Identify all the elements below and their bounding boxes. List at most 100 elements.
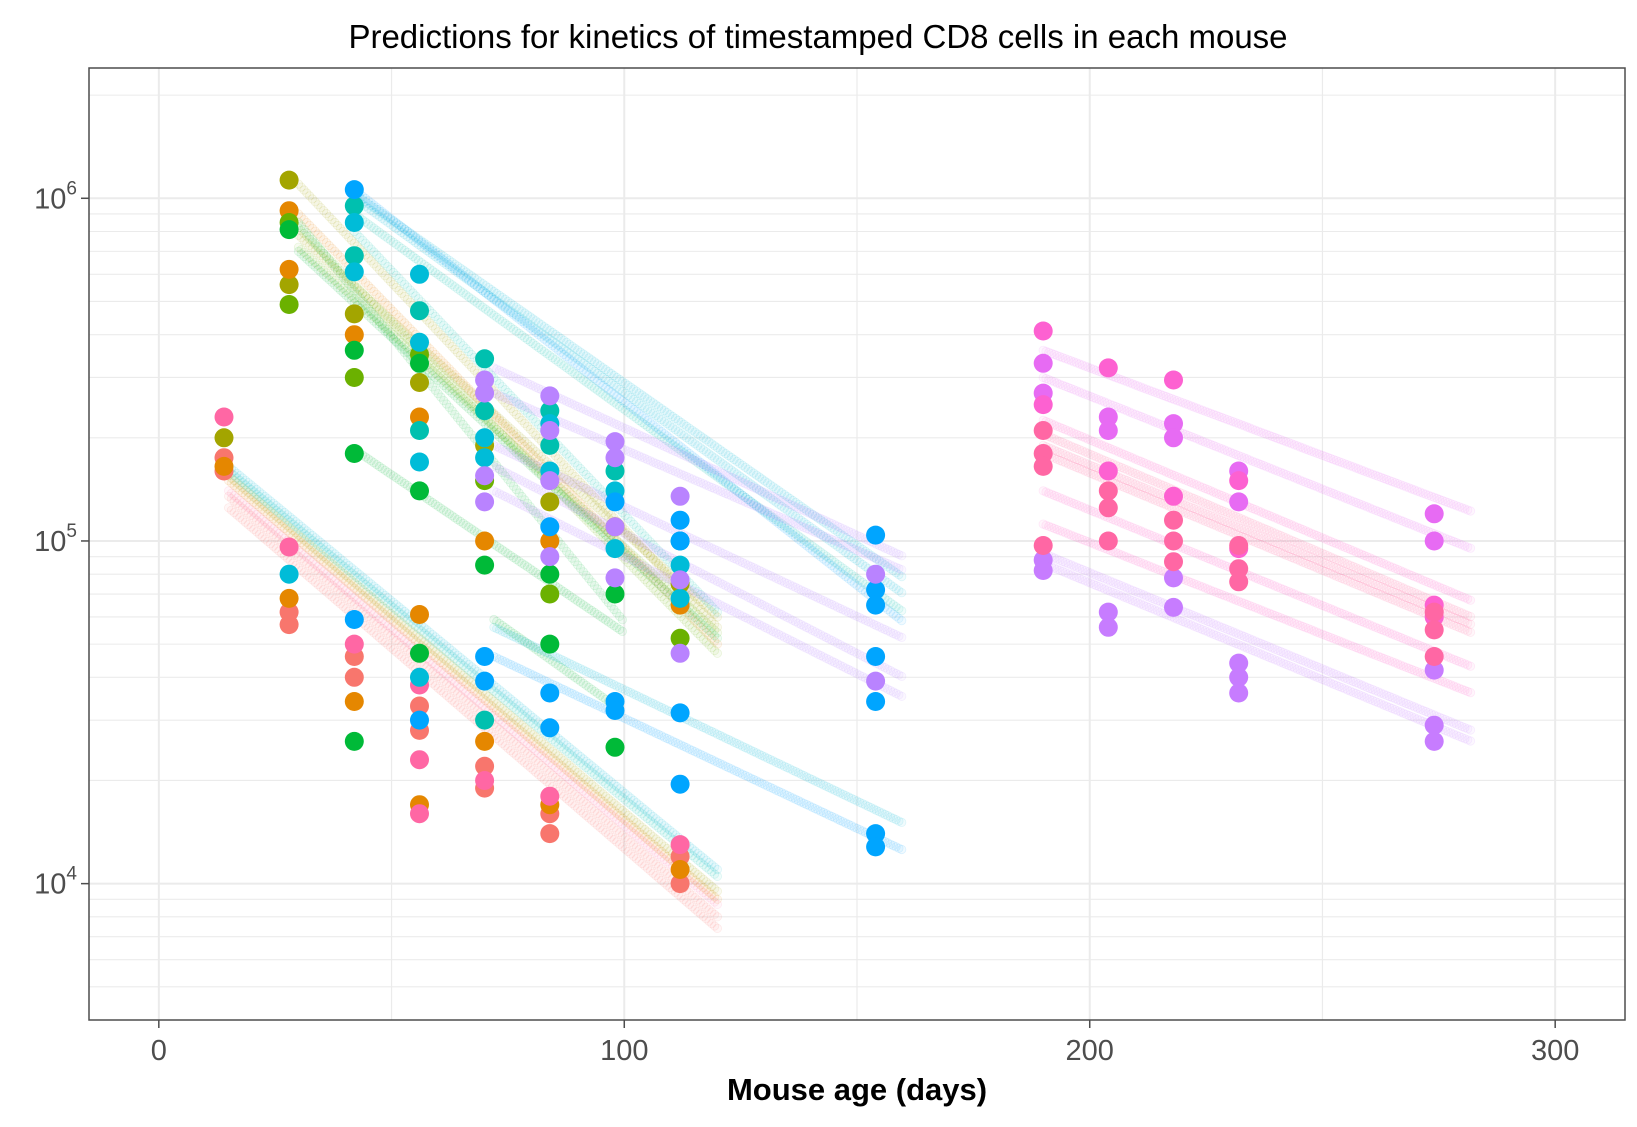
prediction-point <box>637 858 647 869</box>
prediction-point <box>603 830 614 840</box>
prediction-point <box>238 498 248 508</box>
prediction-point <box>525 751 535 761</box>
prediction-point <box>503 722 513 732</box>
prediction-point <box>335 580 345 591</box>
prediction-point <box>257 514 267 524</box>
prediction-point <box>318 566 329 576</box>
prediction-point <box>561 793 572 804</box>
prediction-point <box>654 861 664 872</box>
prediction-point <box>536 750 547 761</box>
prediction-point <box>528 765 538 775</box>
prediction-point <box>606 820 616 831</box>
prediction-point <box>321 587 331 597</box>
prediction-point <box>614 828 625 838</box>
prediction-point <box>648 856 658 867</box>
prediction-point <box>897 691 907 701</box>
prediction-point <box>662 868 672 879</box>
prediction-point <box>391 635 401 646</box>
prediction-point <box>268 541 278 551</box>
prediction-point <box>681 897 692 907</box>
prediction-point <box>589 806 600 816</box>
prediction-point <box>307 575 317 585</box>
prediction-point <box>341 585 351 595</box>
prediction-point <box>690 892 700 903</box>
prediction-point <box>581 799 591 809</box>
prediction-point <box>693 906 703 917</box>
prediction-point <box>260 516 270 527</box>
prediction-point <box>372 630 382 640</box>
prediction-point <box>246 510 256 521</box>
prediction-point <box>243 519 253 530</box>
prediction-point <box>651 870 661 881</box>
prediction-point <box>441 679 452 689</box>
prediction-point <box>517 743 527 754</box>
prediction-point <box>687 890 697 900</box>
prediction-point <box>330 594 340 604</box>
prediction-point <box>374 632 384 643</box>
prediction-point <box>397 640 407 650</box>
prediction-point <box>397 632 407 643</box>
prediction-point <box>578 796 588 807</box>
prediction-point <box>313 561 323 572</box>
prediction-point <box>533 758 544 768</box>
prediction-point <box>240 506 250 516</box>
prediction-point <box>299 550 309 560</box>
prediction-point <box>313 568 323 578</box>
prediction-point <box>366 625 376 636</box>
prediction-point <box>302 552 312 562</box>
prediction-point <box>257 531 267 542</box>
prediction-point <box>224 503 234 513</box>
prediction-point <box>383 640 393 650</box>
prediction-point <box>338 583 348 593</box>
prediction-curve <box>224 491 723 922</box>
prediction-point <box>712 923 723 934</box>
prediction-point <box>260 534 270 544</box>
prediction-point <box>369 616 379 626</box>
prediction-point <box>503 743 513 753</box>
prediction-point <box>277 531 287 541</box>
prediction-point <box>547 760 558 770</box>
prediction-point <box>575 806 586 816</box>
prediction-point <box>897 632 907 643</box>
prediction-point <box>391 647 401 657</box>
prediction-point <box>243 502 253 512</box>
prediction-point <box>500 720 510 730</box>
prediction-point <box>430 669 440 679</box>
prediction-point <box>388 633 398 643</box>
prediction-point <box>567 798 577 809</box>
prediction-point <box>254 518 264 528</box>
prediction-point <box>695 897 706 908</box>
prediction-point <box>310 577 320 587</box>
prediction-point <box>332 596 343 607</box>
prediction-point <box>528 753 538 763</box>
prediction-point <box>377 635 387 645</box>
prediction-point <box>603 818 614 828</box>
prediction-point <box>425 664 435 674</box>
prediction-point <box>494 736 505 746</box>
prediction-point <box>497 738 507 748</box>
prediction-point <box>374 613 384 624</box>
prediction-point <box>324 571 334 581</box>
prediction-point <box>327 592 337 602</box>
prediction-point <box>570 801 580 811</box>
prediction-point <box>500 741 510 751</box>
prediction-point <box>252 509 262 520</box>
prediction-point <box>458 705 468 715</box>
prediction-point <box>598 813 608 823</box>
prediction-point <box>475 698 485 709</box>
prediction-point <box>436 674 446 684</box>
prediction-point <box>561 782 572 792</box>
prediction-point <box>531 767 541 777</box>
prediction-point <box>265 539 276 549</box>
prediction-point <box>307 563 317 574</box>
prediction-point <box>257 520 267 530</box>
prediction-point <box>897 551 907 561</box>
prediction-point <box>372 611 382 621</box>
prediction-point <box>522 739 533 749</box>
prediction-point <box>494 715 505 725</box>
prediction-point <box>388 644 398 655</box>
prediction-point <box>645 854 655 864</box>
prediction-point <box>547 770 558 780</box>
